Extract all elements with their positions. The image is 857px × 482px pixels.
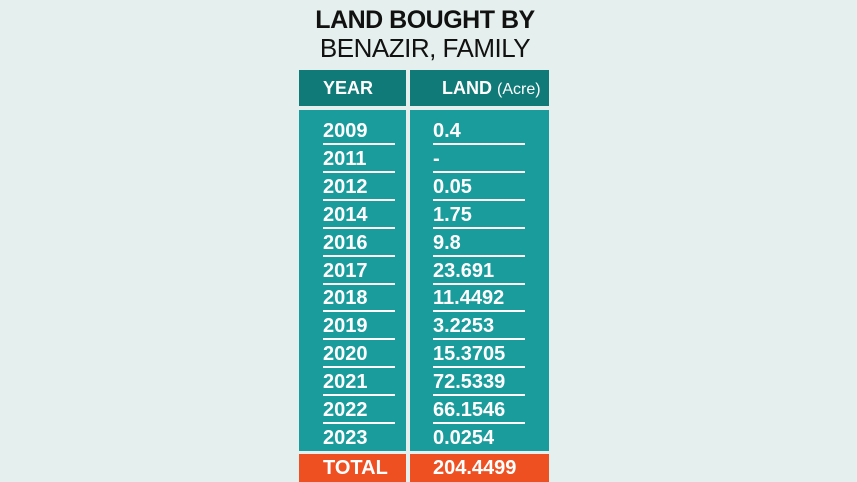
land-value-cell: 9.8	[433, 229, 525, 257]
header-land: LAND (Acre)	[410, 70, 549, 106]
total-label-cell: TOTAL	[299, 454, 406, 482]
total-value: 204.4499	[433, 457, 517, 479]
land-value-cell: 0.05	[433, 173, 525, 201]
year-cell: 2016	[323, 229, 395, 257]
title-line-1: LAND BOUGHT BY	[315, 6, 535, 34]
year-cell: 2022	[323, 396, 395, 424]
year-cell: 2020	[323, 340, 395, 369]
year-cell: 2011	[323, 145, 395, 173]
year-cell: 2021	[323, 368, 395, 397]
land-value-cell: 15.3705	[433, 340, 525, 369]
year-cell: 2014	[323, 201, 395, 229]
header-year: YEAR	[299, 70, 406, 106]
land-value-cell: 66.1546	[433, 396, 525, 424]
land-value-cell: 11.4492	[433, 284, 525, 313]
title-line-2: BENAZIR, FAMILY	[319, 33, 531, 63]
total-label: TOTAL	[323, 457, 388, 479]
land-value-cell: 0.0254	[433, 426, 495, 449]
land-value-cell: 72.5339	[433, 368, 525, 397]
land-value-cell: 1.75	[433, 201, 525, 229]
total-value-cell: 204.4499	[410, 454, 549, 482]
header-unit-label: (Acre)	[497, 81, 541, 98]
land-value-cell: 3.2253	[433, 312, 525, 341]
land-value-cell: -	[433, 145, 525, 173]
year-cell: 2017	[323, 257, 395, 285]
year-cell: 2023	[323, 426, 368, 449]
year-cell: 2009	[323, 117, 395, 145]
header-year-label: YEAR	[323, 78, 374, 98]
year-cell: 2019	[323, 312, 395, 341]
year-cell: 2012	[323, 173, 395, 201]
land-value-cell: 23.691	[433, 257, 525, 285]
header-land-label: LAND	[442, 78, 492, 98]
land-value-cell: 0.4	[433, 117, 525, 145]
year-cell: 2018	[323, 284, 395, 313]
